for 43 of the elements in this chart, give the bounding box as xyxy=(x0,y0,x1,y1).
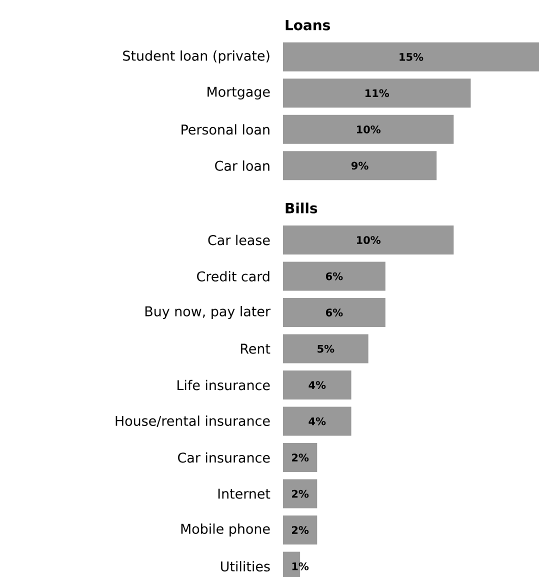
y-tick-label: House/rental insurance xyxy=(116,416,270,428)
bar xyxy=(283,479,318,508)
y-tick-label: Car loan xyxy=(215,160,270,171)
data-label: 15% xyxy=(400,52,424,61)
data-label: 10% xyxy=(356,125,381,134)
y-tick-label: Car insurance xyxy=(178,452,270,463)
bar xyxy=(283,78,471,108)
bar xyxy=(283,151,437,180)
bar xyxy=(283,406,352,436)
y-tick-label: Car lease xyxy=(208,234,270,246)
bar xyxy=(283,226,454,255)
y-tick-label: Credit card xyxy=(197,271,270,282)
y-tick-label: Life insurance xyxy=(178,380,270,390)
y-tick-label: Internet xyxy=(218,488,270,499)
data-label: 6% xyxy=(326,308,343,316)
bar xyxy=(283,42,539,72)
data-label: 2% xyxy=(292,526,309,534)
bar xyxy=(283,516,318,545)
y-tick-label: Mobile phone xyxy=(181,524,270,537)
bar xyxy=(283,298,386,328)
data-label: 1% xyxy=(292,562,309,570)
data-label: 11% xyxy=(366,89,390,98)
data-label: 4% xyxy=(308,417,326,426)
y-tick-label: Personal loan xyxy=(182,124,270,135)
data-label: 6% xyxy=(326,272,343,280)
data-label: 4% xyxy=(308,381,326,389)
y-tick-label: Mortgage xyxy=(208,86,270,100)
data-label: 2% xyxy=(292,454,309,462)
bar xyxy=(283,334,368,364)
bar xyxy=(283,370,352,400)
y-tick-label: Buy now, pay later xyxy=(145,306,270,320)
bar xyxy=(283,443,318,472)
bar xyxy=(283,262,386,291)
data-label: 5% xyxy=(318,344,334,353)
data-label: 2% xyxy=(292,490,309,498)
data-label: 10% xyxy=(356,236,381,244)
chart-title: Bills xyxy=(286,202,318,214)
y-tick-label: Student loan (private) xyxy=(123,50,270,64)
y-tick-label: Utilities xyxy=(221,561,270,572)
chart-title: Loans xyxy=(286,20,330,30)
data-label: 9% xyxy=(351,162,368,170)
y-tick-label: Rent xyxy=(241,344,270,354)
bar xyxy=(283,114,454,144)
